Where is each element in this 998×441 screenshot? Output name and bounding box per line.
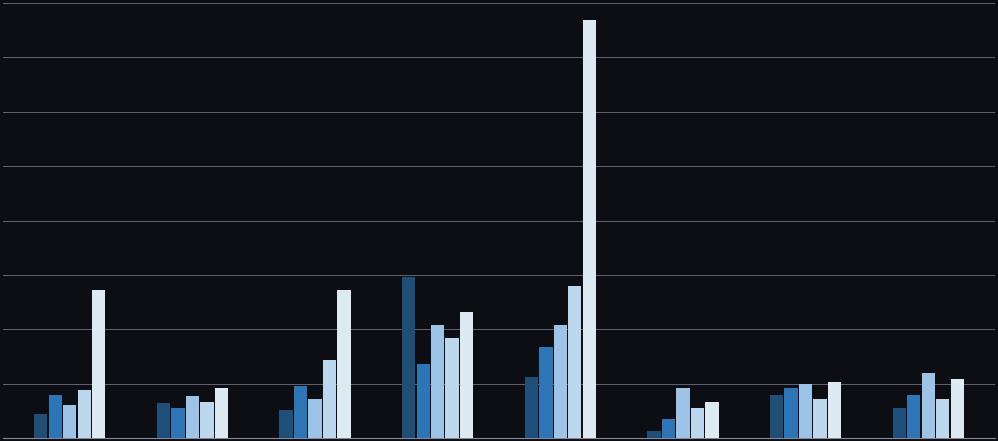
Bar — [34, 414, 47, 438]
Bar — [677, 388, 690, 438]
Bar — [828, 381, 841, 438]
Bar — [49, 395, 62, 438]
Bar — [706, 402, 719, 438]
Bar — [157, 404, 170, 438]
Bar — [936, 399, 949, 438]
Bar — [951, 379, 964, 438]
Bar — [172, 408, 185, 438]
Bar — [337, 290, 350, 438]
Bar — [648, 431, 661, 438]
Bar — [402, 277, 415, 438]
Bar — [662, 419, 676, 438]
Bar — [431, 325, 444, 438]
Bar — [92, 290, 106, 438]
Bar — [293, 386, 307, 438]
Bar — [539, 347, 553, 438]
Bar — [460, 312, 473, 438]
Bar — [445, 338, 459, 438]
Bar — [568, 286, 582, 438]
Bar — [322, 360, 336, 438]
Bar — [921, 373, 935, 438]
Bar — [63, 405, 77, 438]
Bar — [416, 364, 430, 438]
Bar — [525, 377, 538, 438]
Bar — [784, 388, 797, 438]
Bar — [215, 388, 228, 438]
Bar — [554, 325, 567, 438]
Bar — [907, 395, 920, 438]
Bar — [186, 396, 199, 438]
Bar — [799, 384, 812, 438]
Bar — [892, 408, 906, 438]
Bar — [201, 402, 214, 438]
Bar — [308, 399, 321, 438]
Bar — [583, 20, 596, 438]
Bar — [770, 395, 783, 438]
Bar — [691, 408, 705, 438]
Bar — [78, 390, 91, 438]
Bar — [279, 411, 292, 438]
Bar — [813, 399, 826, 438]
